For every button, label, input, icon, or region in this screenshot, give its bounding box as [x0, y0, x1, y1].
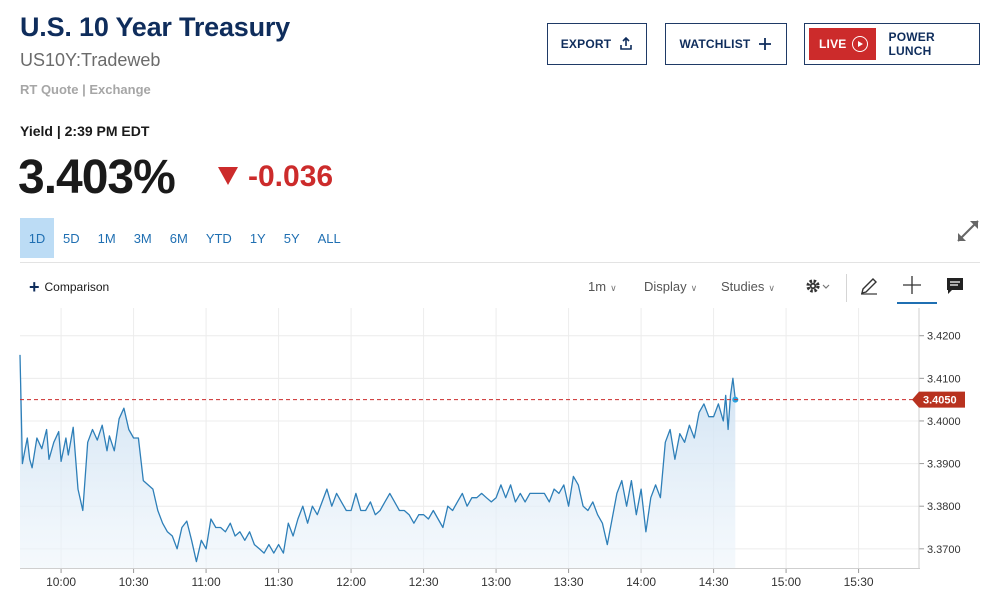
plus-icon [758, 37, 772, 51]
range-tab-3m[interactable]: 3M [133, 230, 152, 246]
expand-icon[interactable] [955, 218, 981, 244]
studies-label: Studies [721, 279, 765, 294]
page-title: U.S. 10 Year Treasury [20, 12, 290, 42]
gear-icon [806, 279, 830, 293]
divider [20, 262, 980, 263]
yield-timestamp: Yield | 2:39 PM EDT [20, 123, 150, 139]
chevron-down-icon: ∨ [690, 283, 698, 293]
power-lunch-button[interactable]: LIVE POWER LUNCH [804, 23, 980, 65]
range-tab-1d[interactable]: 1D [20, 218, 54, 258]
series-line [19, 354, 736, 563]
y-tick-label: 3.4000 [927, 416, 961, 428]
live-badge: LIVE [809, 28, 877, 60]
watchlist-label: WATCHLIST [679, 37, 751, 51]
x-tick-label: 10:30 [119, 575, 149, 589]
studies-dropdown[interactable]: Studies ∨ [721, 279, 775, 294]
x-tick-label: 14:00 [626, 575, 656, 589]
crosshair-tool-button[interactable] [901, 274, 923, 299]
active-tool-indicator [897, 302, 937, 304]
divider [846, 274, 847, 302]
x-axis-line [20, 568, 920, 569]
interval-label: 1m [588, 279, 607, 294]
x-tick-label: 12:00 [336, 575, 366, 589]
y-tick-label: 3.4200 [927, 331, 961, 343]
current-value-label: 3.4050 [923, 395, 957, 407]
annotation-tool-button[interactable] [944, 275, 966, 300]
x-tick-label: 14:30 [699, 575, 729, 589]
x-tick-label: 12:30 [409, 575, 439, 589]
comparison-button[interactable]: + Comparison [29, 277, 110, 297]
range-tab-6m[interactable]: 6M [169, 230, 188, 246]
x-tick-label: 15:30 [844, 575, 874, 589]
x-tick-label: 11:00 [192, 575, 221, 589]
x-tick-label: 10:00 [46, 575, 76, 589]
plus-icon: + [29, 277, 40, 297]
range-tab-ytd[interactable]: YTD [205, 230, 232, 246]
interval-dropdown[interactable]: 1m ∨ [588, 279, 617, 294]
y-tick-label: 3.3800 [927, 501, 961, 513]
symbol-label: US10Y:Tradeweb [20, 50, 161, 70]
draw-tool-button[interactable] [858, 275, 880, 300]
play-icon [852, 36, 869, 52]
range-tab-1m[interactable]: 1M [97, 230, 116, 246]
y-tick-label: 3.3700 [927, 544, 961, 556]
settings-dropdown[interactable] [804, 276, 834, 299]
series-area [20, 354, 736, 568]
y-tick-label: 3.4100 [927, 373, 961, 385]
share-icon [619, 37, 633, 51]
range-tab-1y[interactable]: 1Y [249, 230, 266, 246]
crosshair-icon [903, 276, 921, 294]
down-arrow-icon [218, 167, 238, 185]
pencil-icon [861, 278, 877, 295]
last-price: 3.403% [18, 151, 176, 204]
x-tick-label: 13:30 [554, 575, 584, 589]
range-tab-5d[interactable]: 5D [63, 230, 80, 246]
export-button[interactable]: EXPORT [547, 23, 647, 65]
x-tick-label: 13:00 [481, 575, 511, 589]
comment-icon [947, 278, 963, 294]
watchlist-button[interactable]: WATCHLIST [665, 23, 787, 65]
current-value-tag [912, 391, 965, 408]
x-tick-label: 15:00 [771, 575, 801, 589]
x-tick-label: 11:30 [264, 575, 293, 589]
chevron-down-icon: ∨ [768, 283, 775, 293]
export-label: EXPORT [560, 37, 612, 51]
live-label: LIVE [819, 37, 847, 51]
range-tab-all[interactable]: ALL [317, 230, 341, 246]
chevron-down-icon: ∨ [610, 283, 617, 293]
range-tab-5y[interactable]: 5Y [283, 230, 300, 246]
chart-toolbar: + Comparison 1m ∨ Display ∨ Studies ∨ [20, 270, 980, 306]
power-lunch-label: POWER LUNCH [888, 30, 935, 58]
y-tick-label: 3.3900 [927, 459, 961, 471]
display-dropdown[interactable]: Display ∨ [644, 279, 697, 294]
quote-source-label: RT Quote | Exchange [20, 82, 151, 97]
range-tabs: 1D 5D 1M 3M 6M YTD 1Y 5Y ALL [20, 218, 350, 258]
comparison-label: Comparison [44, 280, 110, 294]
display-label: Display [644, 279, 687, 294]
price-change: -0.036 [248, 160, 334, 193]
